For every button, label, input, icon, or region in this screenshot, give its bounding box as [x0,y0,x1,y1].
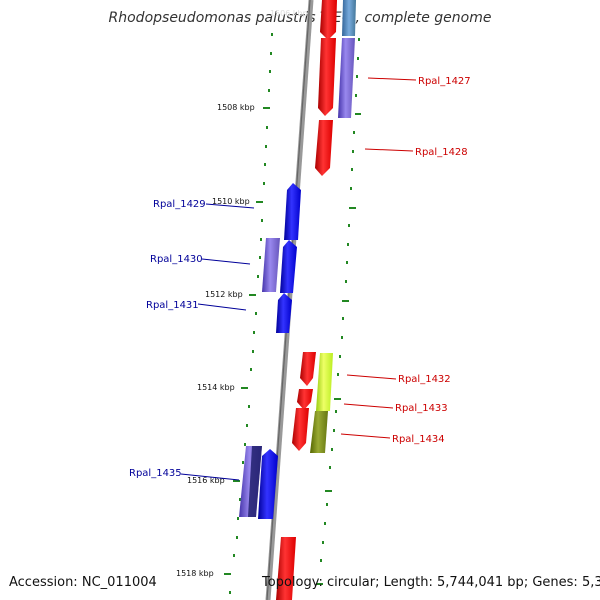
gene-arrow-rpal-1435-blue[interactable] [258,449,278,519]
kbp-label-1518: 1518 kbp [176,569,214,578]
gene-arrow-bottom-red[interactable] [276,537,296,600]
gene-arrow-rpal-1430-purple[interactable] [262,238,280,292]
length-label: Length: [383,575,433,590]
kbp-label-1516: 1516 kbp [187,476,225,485]
genes-value: 5,305 [581,575,600,590]
leader-line-rpal-1433 [343,403,394,409]
accession-info: Accession: NC_011004 [9,575,157,590]
accession-value: NC_011004 [81,575,157,590]
gene-arrow-rpal-1431[interactable] [276,293,292,333]
leader-line-rpal-1431 [197,303,247,311]
kbp-label-1512: 1512 kbp [205,290,243,299]
gene-arrow-rpal-1435-dark[interactable] [248,446,262,517]
gene-arrow-rpal-1432-red[interactable] [300,352,316,386]
gene-arrow-rpal-1434-red[interactable] [292,408,309,451]
kbp-label-faint: 1506 kbp [270,9,308,18]
kbp-label-1514: 1514 kbp [197,383,235,392]
gene-label-rpal-1433[interactable]: Rpal_1433 [395,403,448,414]
genes-label: Genes: [532,575,578,590]
right-tick-row [316,38,361,585]
gene-arrow-rpal-1432-lime[interactable] [316,353,333,411]
gene-arrow-rpal-1434-olive[interactable] [310,411,328,453]
gene-arrow-rpal-1433[interactable] [297,389,313,410]
topology-value: circular; [326,575,380,590]
leader-line-rpal-1435 [180,473,240,481]
gene-label-rpal-1434[interactable]: Rpal_1434 [392,434,445,445]
kbp-label-1508: 1508 kbp [217,103,255,112]
leader-line-rpal-1434 [340,433,391,439]
gene-arrow-rpal-1428[interactable] [315,120,333,176]
gene-label-rpal-1431[interactable]: Rpal_1431 [146,300,199,311]
left-tick-row [224,33,273,594]
gene-arrow-rpal-1429[interactable] [284,183,301,240]
length-value: 5,744,041 bp; [437,575,529,590]
leader-line-rpal-1430 [201,258,251,265]
leader-line-rpal-1432 [346,374,397,380]
gene-arrow-top-teal[interactable] [342,0,356,36]
gene-label-rpal-1429[interactable]: Rpal_1429 [153,199,206,210]
kbp-label-1510: 1510 kbp [212,197,250,206]
gene-arrow-top-red[interactable] [320,0,337,40]
genome-title: Rhodopseudomonas palustris TIE-1, comple… [108,10,492,26]
gene-label-rpal-1428[interactable]: Rpal_1428 [415,147,468,158]
leader-line-rpal-1428 [364,148,414,152]
gene-label-rpal-1427[interactable]: Rpal_1427 [418,76,471,87]
gene-label-rpal-1432[interactable]: Rpal_1432 [398,374,451,385]
gene-arrow-rpal-1427-red[interactable] [318,38,336,116]
leader-line-rpal-1429 [205,203,255,209]
accession-label: Accession: [9,575,78,590]
leader-line-rpal-1427 [367,77,417,81]
gene-label-rpal-1430[interactable]: Rpal_1430 [150,254,203,265]
gene-label-rpal-1435[interactable]: Rpal_1435 [129,468,182,479]
topology-label: Topology: [262,575,323,590]
gene-arrow-rpal-1430-blue[interactable] [280,240,297,293]
genome-stats: Topology: circular; Length: 5,744,041 bp… [262,575,600,590]
gene-arrow-rpal-1427-purple[interactable] [338,38,355,118]
